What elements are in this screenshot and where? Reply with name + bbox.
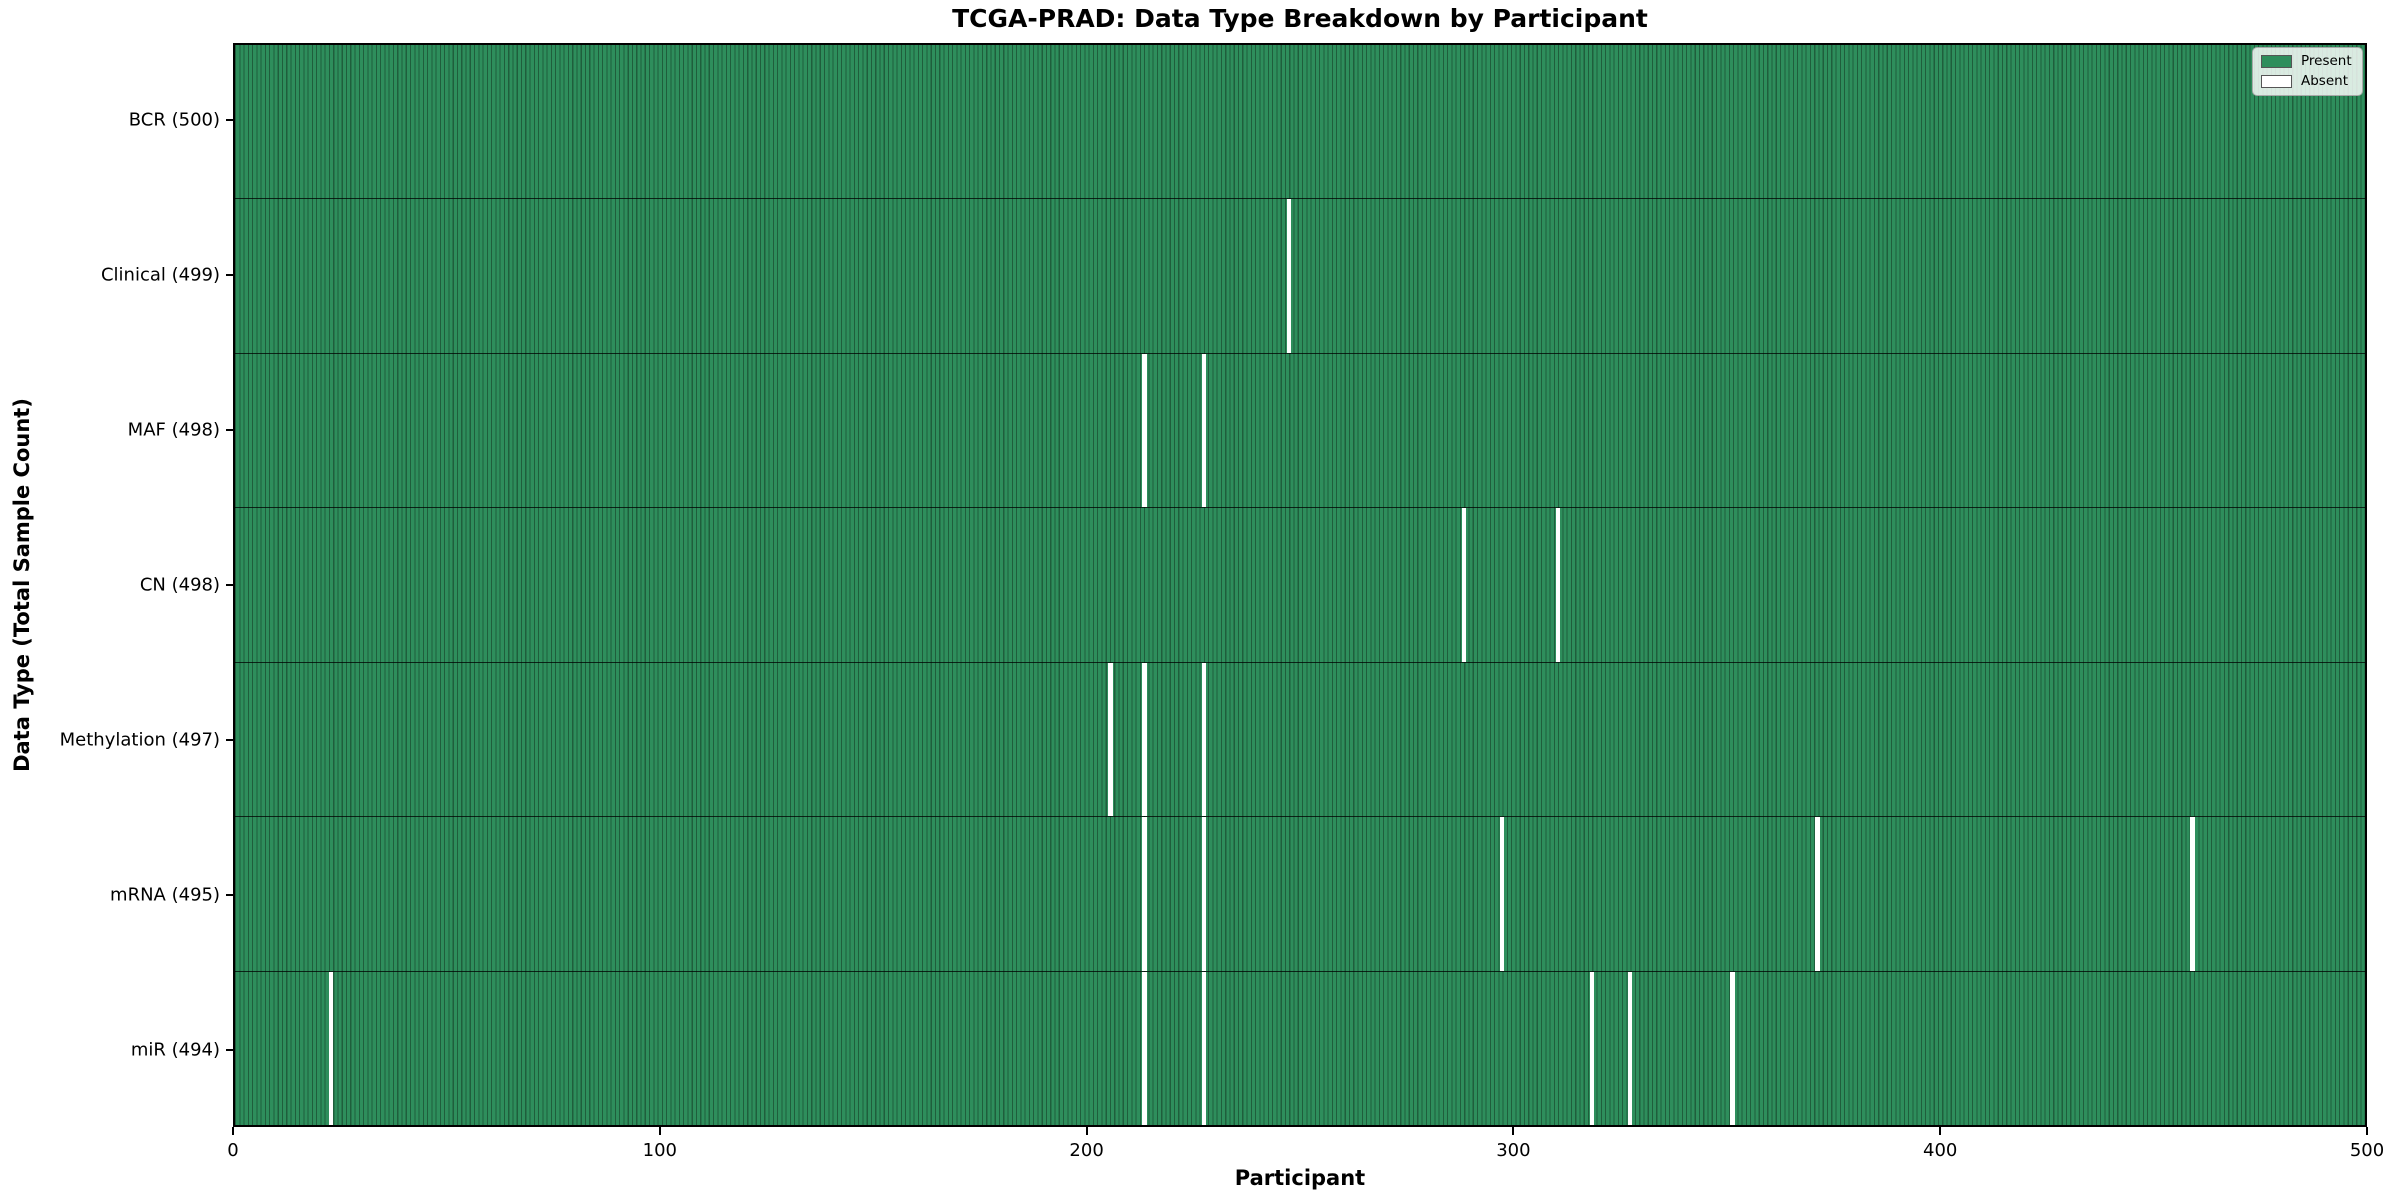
x-axis-label: Participant [1234, 1166, 1366, 1190]
y-tick-label: Clinical (499) [100, 264, 220, 286]
absent-gap [1142, 662, 1147, 817]
x-tick-mark [1085, 1127, 1088, 1135]
absent-gap [1287, 199, 1292, 353]
absent-gap [1815, 817, 1820, 971]
x-tick-mark [1939, 1127, 1942, 1135]
absent-swatch-icon [2261, 74, 2292, 88]
x-tick-label: 300 [1496, 1140, 1531, 1161]
y-tick-mark [226, 584, 233, 586]
heatmap-row-maf [235, 353, 2365, 509]
x-tick-label: 200 [1069, 1140, 1104, 1161]
present-swatch-icon [2261, 55, 2292, 69]
plot-area [233, 43, 2367, 1127]
absent-gap [1142, 353, 1147, 508]
y-tick-label: MAF (498) [127, 419, 220, 441]
legend: Present Absent [2252, 47, 2363, 96]
legend-item-absent: Absent [2261, 72, 2352, 89]
legend-item-present: Present [2261, 53, 2352, 69]
y-tick-label: BCR (500) [128, 109, 220, 131]
x-tick-label: 400 [1923, 1140, 1958, 1161]
absent-gap [1202, 662, 1207, 817]
absent-gap [1202, 817, 1207, 971]
x-tick-label: 500 [2349, 1140, 2385, 1161]
y-tick-mark [226, 893, 233, 896]
x-tick-mark [1512, 1127, 1515, 1135]
chart-title: TCGA-PRAD: Data Type Breakdown by Partic… [952, 4, 1648, 33]
absent-gap [1589, 971, 1594, 1125]
x-tick-mark [232, 1127, 234, 1135]
heatmap-row-mir [235, 971, 2365, 1125]
y-tick-mark [226, 274, 233, 277]
absent-gap [328, 971, 333, 1125]
heatmap-row-clinical [235, 199, 2365, 354]
x-tick-mark [2366, 1127, 2368, 1135]
absent-gap [1555, 508, 1560, 662]
absent-gap [1142, 817, 1147, 971]
absent-gap [1142, 971, 1147, 1125]
absent-gap [1202, 353, 1207, 508]
y-tick-mark [226, 1048, 233, 1051]
y-tick-mark [226, 429, 233, 432]
absent-gap [1500, 817, 1505, 971]
absent-gap [1108, 662, 1113, 817]
heatmap-row-mrna [235, 817, 2365, 972]
heatmap-row-bcr [235, 45, 2365, 200]
y-tick-mark [226, 738, 233, 741]
y-tick-label: Methylation (497) [59, 729, 220, 751]
y-tick-label: mRNA (495) [110, 884, 220, 906]
y-tick-mark [226, 119, 233, 122]
x-tick-mark [658, 1127, 661, 1135]
legend-absent-label: Absent [2301, 72, 2348, 89]
heatmap-row-methylation [235, 662, 2365, 818]
heatmap-row-cn [235, 508, 2365, 663]
absent-gap [1730, 971, 1735, 1125]
x-tick-label: 0 [227, 1140, 239, 1161]
x-tick-label: 100 [642, 1140, 677, 1161]
absent-gap [1461, 508, 1467, 662]
y-tick-label: miR (494) [130, 1039, 220, 1061]
legend-present-label: Present [2301, 53, 2352, 69]
y-tick-label: CN (498) [139, 574, 220, 596]
absent-gap [2190, 817, 2195, 971]
absent-gap [1628, 971, 1633, 1125]
absent-gap [1202, 971, 1207, 1125]
